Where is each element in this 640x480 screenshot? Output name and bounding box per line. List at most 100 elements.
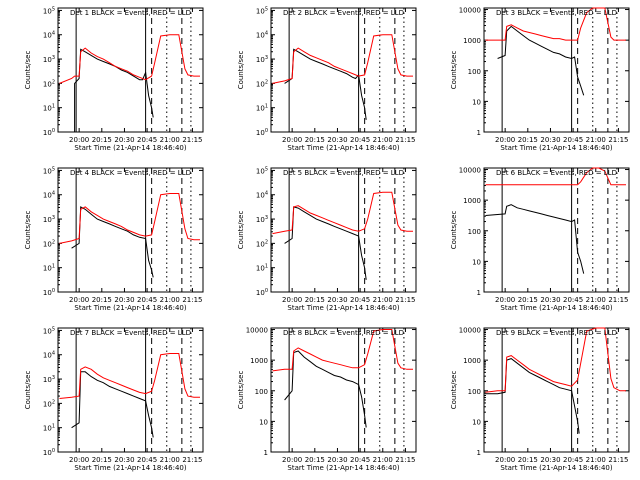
- series-events-line: [71, 371, 154, 438]
- panel-title: Det 9 BLACK = Events, RED = LLD: [496, 329, 617, 337]
- x-axis-label: Start Time (21-Apr-14 18:46:40): [500, 144, 612, 152]
- x-tick-label: 20:00: [282, 296, 302, 304]
- x-tick-label: 21:15: [395, 296, 415, 304]
- x-tick-label: 20:45: [563, 296, 583, 304]
- y-tick-label: 105: [43, 166, 55, 175]
- y-tick-label: 100: [468, 228, 481, 236]
- series-lld-line: [272, 191, 413, 235]
- panel-title: Det 6 BLACK = Events, RED = LLD: [496, 169, 617, 177]
- x-tick-label: 20:30: [327, 296, 347, 304]
- y-tick-label: 100: [43, 448, 55, 457]
- series-lld-line: [485, 327, 626, 393]
- y-tick-label: 101: [256, 264, 268, 273]
- x-tick-label: 20:30: [114, 456, 134, 464]
- plot-frame: [483, 327, 630, 453]
- y-tick-label: 10000: [459, 7, 481, 15]
- series-events-line: [284, 206, 367, 280]
- x-tick-label: 20:15: [92, 296, 112, 304]
- y-tick-label: 104: [256, 191, 268, 200]
- x-tick-label: 21:15: [608, 456, 628, 464]
- panel-title: Det 8 BLACK = Events, RED = LLD: [283, 329, 404, 337]
- x-axis-label: Start Time (21-Apr-14 18:46:40): [500, 464, 612, 472]
- plot-frame: [270, 7, 417, 133]
- x-tick-label: 21:15: [395, 136, 415, 144]
- series-events-line: [485, 204, 585, 274]
- series-lld-line: [59, 353, 200, 399]
- panel-title: Det 1 BLACK = Events, RED = LLD: [70, 9, 191, 17]
- y-tick-label: 1000: [250, 357, 268, 365]
- plot-frame: [483, 167, 630, 293]
- x-tick-label: 20:45: [137, 456, 157, 464]
- y-tick-label: 102: [43, 79, 55, 88]
- x-tick-label: 21:00: [373, 136, 393, 144]
- series-events-line: [284, 350, 367, 428]
- x-tick-label: 20:15: [92, 136, 112, 144]
- x-axis-label: Start Time (21-Apr-14 18:46:40): [287, 464, 399, 472]
- y-axis-label: Counts/sec: [450, 371, 458, 410]
- y-tick-label: 100: [256, 288, 268, 297]
- x-tick-label: 21:15: [608, 296, 628, 304]
- x-tick-label: 20:00: [495, 296, 515, 304]
- plot-frame: [270, 167, 417, 293]
- series-events-line: [71, 48, 154, 133]
- plot-frame: [57, 327, 204, 453]
- x-tick-label: 20:45: [350, 136, 370, 144]
- series-lld-line: [59, 193, 200, 244]
- panel-det-9: 1 10 100 1000 10000 20:00 20:15 20:30 20:45 21:00…: [450, 327, 630, 472]
- y-tick-label: 104: [43, 191, 55, 200]
- x-tick-label: 21:15: [608, 136, 628, 144]
- plot-frame: [57, 7, 204, 133]
- x-tick-label: 21:15: [182, 136, 202, 144]
- panel-title: Det 2 BLACK = Events, RED = LLD: [283, 9, 404, 17]
- y-axis-label: Counts/sec: [24, 211, 32, 250]
- x-axis-label: Start Time (21-Apr-14 18:46:40): [74, 304, 186, 312]
- x-tick-label: 20:00: [282, 136, 302, 144]
- x-tick-label: 20:00: [69, 456, 89, 464]
- y-tick-label: 103: [256, 55, 268, 64]
- series-lld-line: [485, 7, 626, 41]
- y-tick-label: 105: [256, 166, 268, 175]
- x-tick-label: 21:00: [586, 456, 606, 464]
- y-tick-label: 1: [477, 289, 481, 297]
- x-tick-label: 20:45: [137, 136, 157, 144]
- panel-title: Det 3 BLACK = Events, RED = LLD: [496, 9, 617, 17]
- y-axis-label: Counts/sec: [450, 211, 458, 250]
- y-tick-label: 105: [43, 6, 55, 15]
- series-events-line: [485, 358, 580, 434]
- y-tick-label: 1: [477, 129, 481, 137]
- x-tick-label: 21:00: [586, 136, 606, 144]
- y-tick-label: 102: [43, 239, 55, 248]
- series-lld-line: [59, 34, 200, 84]
- series-lld-line: [272, 34, 413, 84]
- x-tick-label: 21:00: [586, 296, 606, 304]
- y-tick-label: 10: [472, 418, 481, 426]
- series-lld-line: [272, 329, 413, 372]
- y-tick-label: 105: [43, 326, 55, 335]
- x-tick-label: 20:15: [518, 296, 538, 304]
- panel-det-3: 1 10 100 1000 10000 20:00 20:15 20:30 20:45 21:00…: [450, 7, 630, 152]
- y-axis-label: Counts/sec: [237, 51, 245, 90]
- y-tick-label: 103: [43, 55, 55, 64]
- x-tick-label: 20:30: [540, 296, 560, 304]
- y-tick-label: 10000: [246, 327, 268, 335]
- x-tick-label: 21:00: [160, 136, 180, 144]
- y-tick-label: 103: [256, 215, 268, 224]
- x-tick-label: 20:30: [114, 136, 134, 144]
- x-tick-label: 20:45: [350, 456, 370, 464]
- y-tick-label: 100: [468, 388, 481, 396]
- y-tick-label: 10000: [459, 167, 481, 175]
- x-tick-label: 20:15: [305, 296, 325, 304]
- x-tick-label: 20:00: [69, 136, 89, 144]
- x-tick-label: 21:00: [373, 296, 393, 304]
- y-tick-label: 103: [43, 215, 55, 224]
- panel-det-6: 1 10 100 1000 10000 20:00 20:15 20:30 20:45 21:00…: [450, 167, 630, 312]
- y-axis-label: Counts/sec: [237, 371, 245, 410]
- y-tick-label: 104: [43, 31, 55, 40]
- y-tick-label: 100: [43, 288, 55, 297]
- plot-frame: [483, 7, 630, 133]
- y-tick-label: 1000: [463, 37, 481, 45]
